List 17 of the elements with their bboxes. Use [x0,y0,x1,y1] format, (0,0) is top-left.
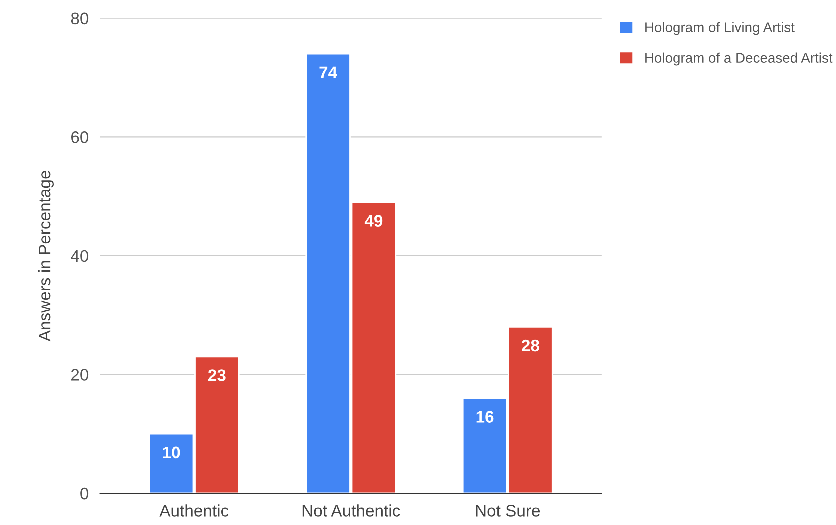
y-tick-label: 20 [72,369,89,381]
x-tick-label: Authentic [160,504,229,517]
data-label: 28 [522,340,540,352]
x-tick-label: Not Authentic [302,504,400,517]
data-label: 49 [364,215,383,227]
x-tick-label: Not Sure [476,505,540,517]
y-tick-label: 0 [80,488,89,500]
legend-label: Hologram of a Deceased Artist [646,52,833,66]
data-label: 23 [208,370,226,382]
y-axis-title: Answers in Percentage [38,170,54,342]
y-tick-label: 60 [72,132,89,144]
y-tick-label: 40 [71,250,89,262]
legend-label: Hologram of Living Artist [646,22,795,36]
y-tick-label: 80 [71,12,89,25]
data-label: 74 [320,66,338,78]
data-label: 10 [163,446,180,459]
data-label: 16 [476,411,494,423]
